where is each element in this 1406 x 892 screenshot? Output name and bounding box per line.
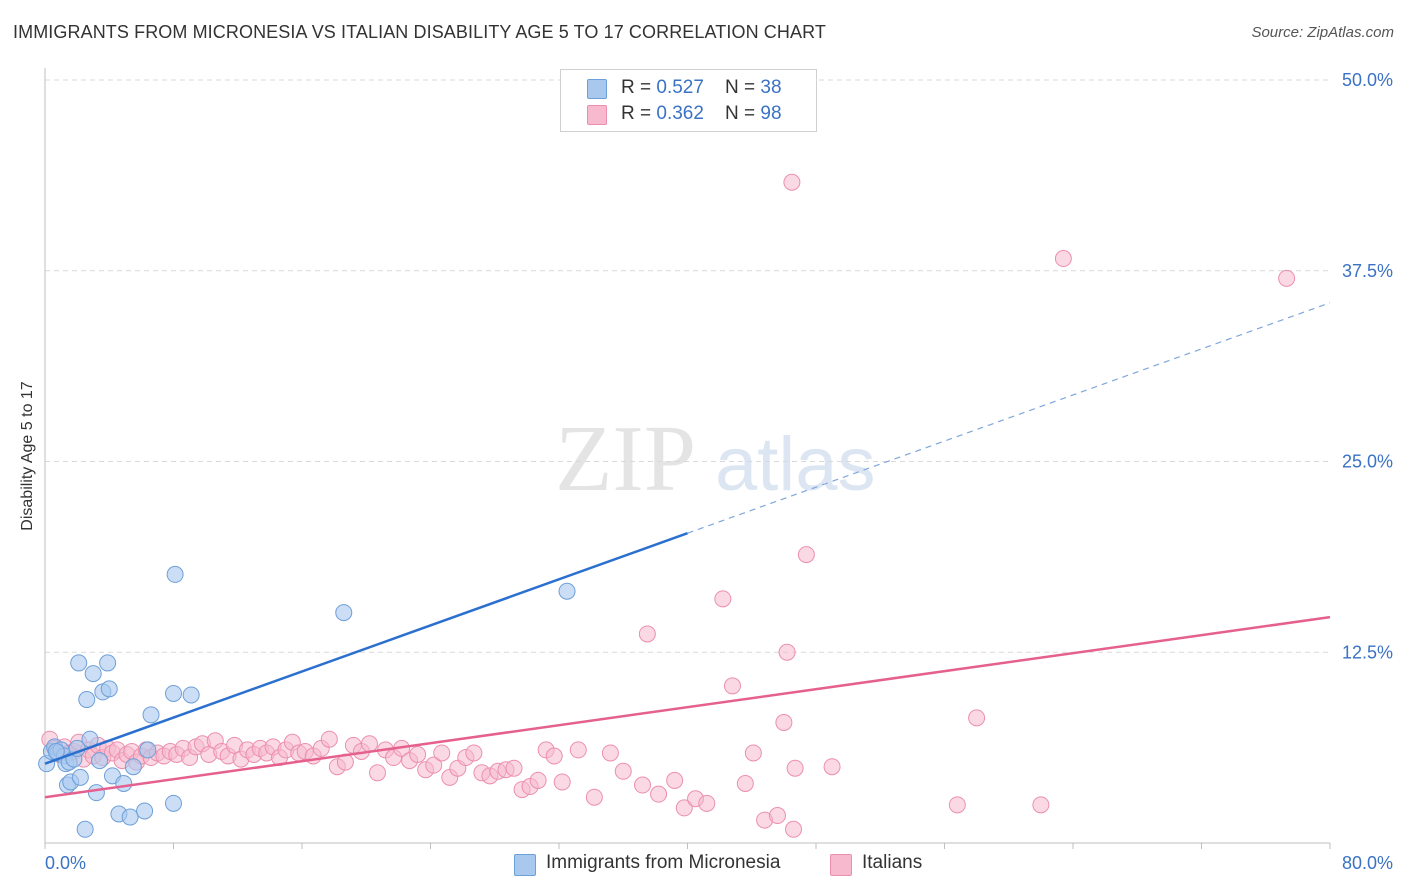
italians-trendline xyxy=(44,615,1331,799)
correlation-legend: R = 0.527 N = 38 R = 0.362 N = 98 xyxy=(560,69,817,132)
micronesia-point xyxy=(121,808,139,826)
italians-point xyxy=(505,759,523,777)
italians-point xyxy=(714,590,732,608)
italians-point xyxy=(968,709,986,727)
watermark-atlas: atlas xyxy=(715,422,876,507)
legend-n-value: 98 xyxy=(760,103,782,124)
x-tick-label: 80.0% xyxy=(1342,853,1393,873)
y-tick-label: 25.0% xyxy=(1342,452,1393,472)
legend-r-value: 0.527 xyxy=(656,77,704,98)
watermark-zip: ZIP xyxy=(555,407,696,511)
italians-point xyxy=(368,764,386,782)
micronesia-point xyxy=(124,758,142,776)
italians-point xyxy=(785,820,803,838)
italians-point xyxy=(786,759,804,777)
italians-point xyxy=(545,747,563,765)
bottom-legend-label-micronesia: Immigrants from Micronesia xyxy=(546,852,781,873)
italians-point xyxy=(638,625,656,643)
italians-point xyxy=(320,730,338,748)
italians-point xyxy=(823,758,841,776)
italians-point xyxy=(634,776,652,794)
italians-point xyxy=(783,173,801,191)
italians-point xyxy=(768,807,786,825)
italians-point xyxy=(1278,269,1296,287)
micronesia-point xyxy=(87,784,105,802)
italians-point xyxy=(614,762,632,780)
micronesia-point xyxy=(558,582,576,600)
legend-n-label: N = xyxy=(725,103,761,124)
legend-n-value: 38 xyxy=(760,77,782,98)
legend-swatch-micronesia xyxy=(587,79,607,99)
italians-point xyxy=(948,796,966,814)
micronesia-point xyxy=(70,654,88,672)
micronesia-point xyxy=(142,706,160,724)
x-tick-label: 0.0% xyxy=(45,853,86,873)
italians-point xyxy=(775,713,793,731)
italians-point xyxy=(666,771,684,789)
legend-swatch-italians xyxy=(587,105,607,125)
micronesia-point xyxy=(115,774,133,792)
italians-point xyxy=(797,546,815,564)
micronesia-point xyxy=(76,820,94,838)
bottom-legend-swatch-italians xyxy=(830,854,852,876)
micronesia-point xyxy=(91,752,109,770)
micronesia-point xyxy=(182,686,200,704)
micronesia-point xyxy=(136,802,154,820)
micronesia-point xyxy=(78,691,96,709)
micronesia-trendline-extension xyxy=(687,302,1331,534)
micronesia-point xyxy=(100,680,118,698)
micronesia-point xyxy=(165,684,182,702)
italians-point xyxy=(360,735,378,753)
italians-point xyxy=(650,785,668,803)
italians-point xyxy=(553,773,571,791)
italians-point xyxy=(585,788,603,806)
legend-r-label: R = xyxy=(621,103,657,124)
bottom-legend-swatch-micronesia xyxy=(514,854,536,876)
micronesia-point xyxy=(165,794,182,812)
micronesia-point xyxy=(99,654,117,672)
italians-point xyxy=(1032,796,1050,814)
legend-n-label: N = xyxy=(725,77,761,98)
micronesia-point xyxy=(84,665,102,683)
source-label: Source: ZipAtlas.com xyxy=(1251,24,1394,41)
legend-r-value: 0.362 xyxy=(656,103,704,124)
italians-point xyxy=(465,744,483,762)
italians-point xyxy=(698,794,716,812)
y-tick-label: 50.0% xyxy=(1342,70,1393,90)
bottom-legend-label-italians: Italians xyxy=(862,852,923,873)
italians-point xyxy=(744,744,762,762)
chart-title: IMMIGRANTS FROM MICRONESIA VS ITALIAN DI… xyxy=(13,22,826,42)
italians-point xyxy=(1054,250,1072,268)
micronesia-point xyxy=(335,604,353,622)
legend-r-label: R = xyxy=(621,77,657,98)
italians-point xyxy=(778,643,796,661)
y-tick-label: 12.5% xyxy=(1342,642,1393,662)
micronesia-point xyxy=(71,768,89,786)
italians-point xyxy=(569,741,587,759)
italians-point xyxy=(409,745,427,763)
italians-point xyxy=(675,799,693,817)
micronesia-point xyxy=(139,741,157,759)
italians-point xyxy=(723,677,741,695)
italians-point xyxy=(529,771,547,789)
italians-point xyxy=(601,744,619,762)
italians-point xyxy=(433,744,451,762)
italians-point xyxy=(736,774,754,792)
italians-point xyxy=(425,756,443,774)
micronesia-point xyxy=(166,565,184,583)
micronesia-trendline xyxy=(44,532,688,765)
y-tick-label: 37.5% xyxy=(1342,261,1393,281)
